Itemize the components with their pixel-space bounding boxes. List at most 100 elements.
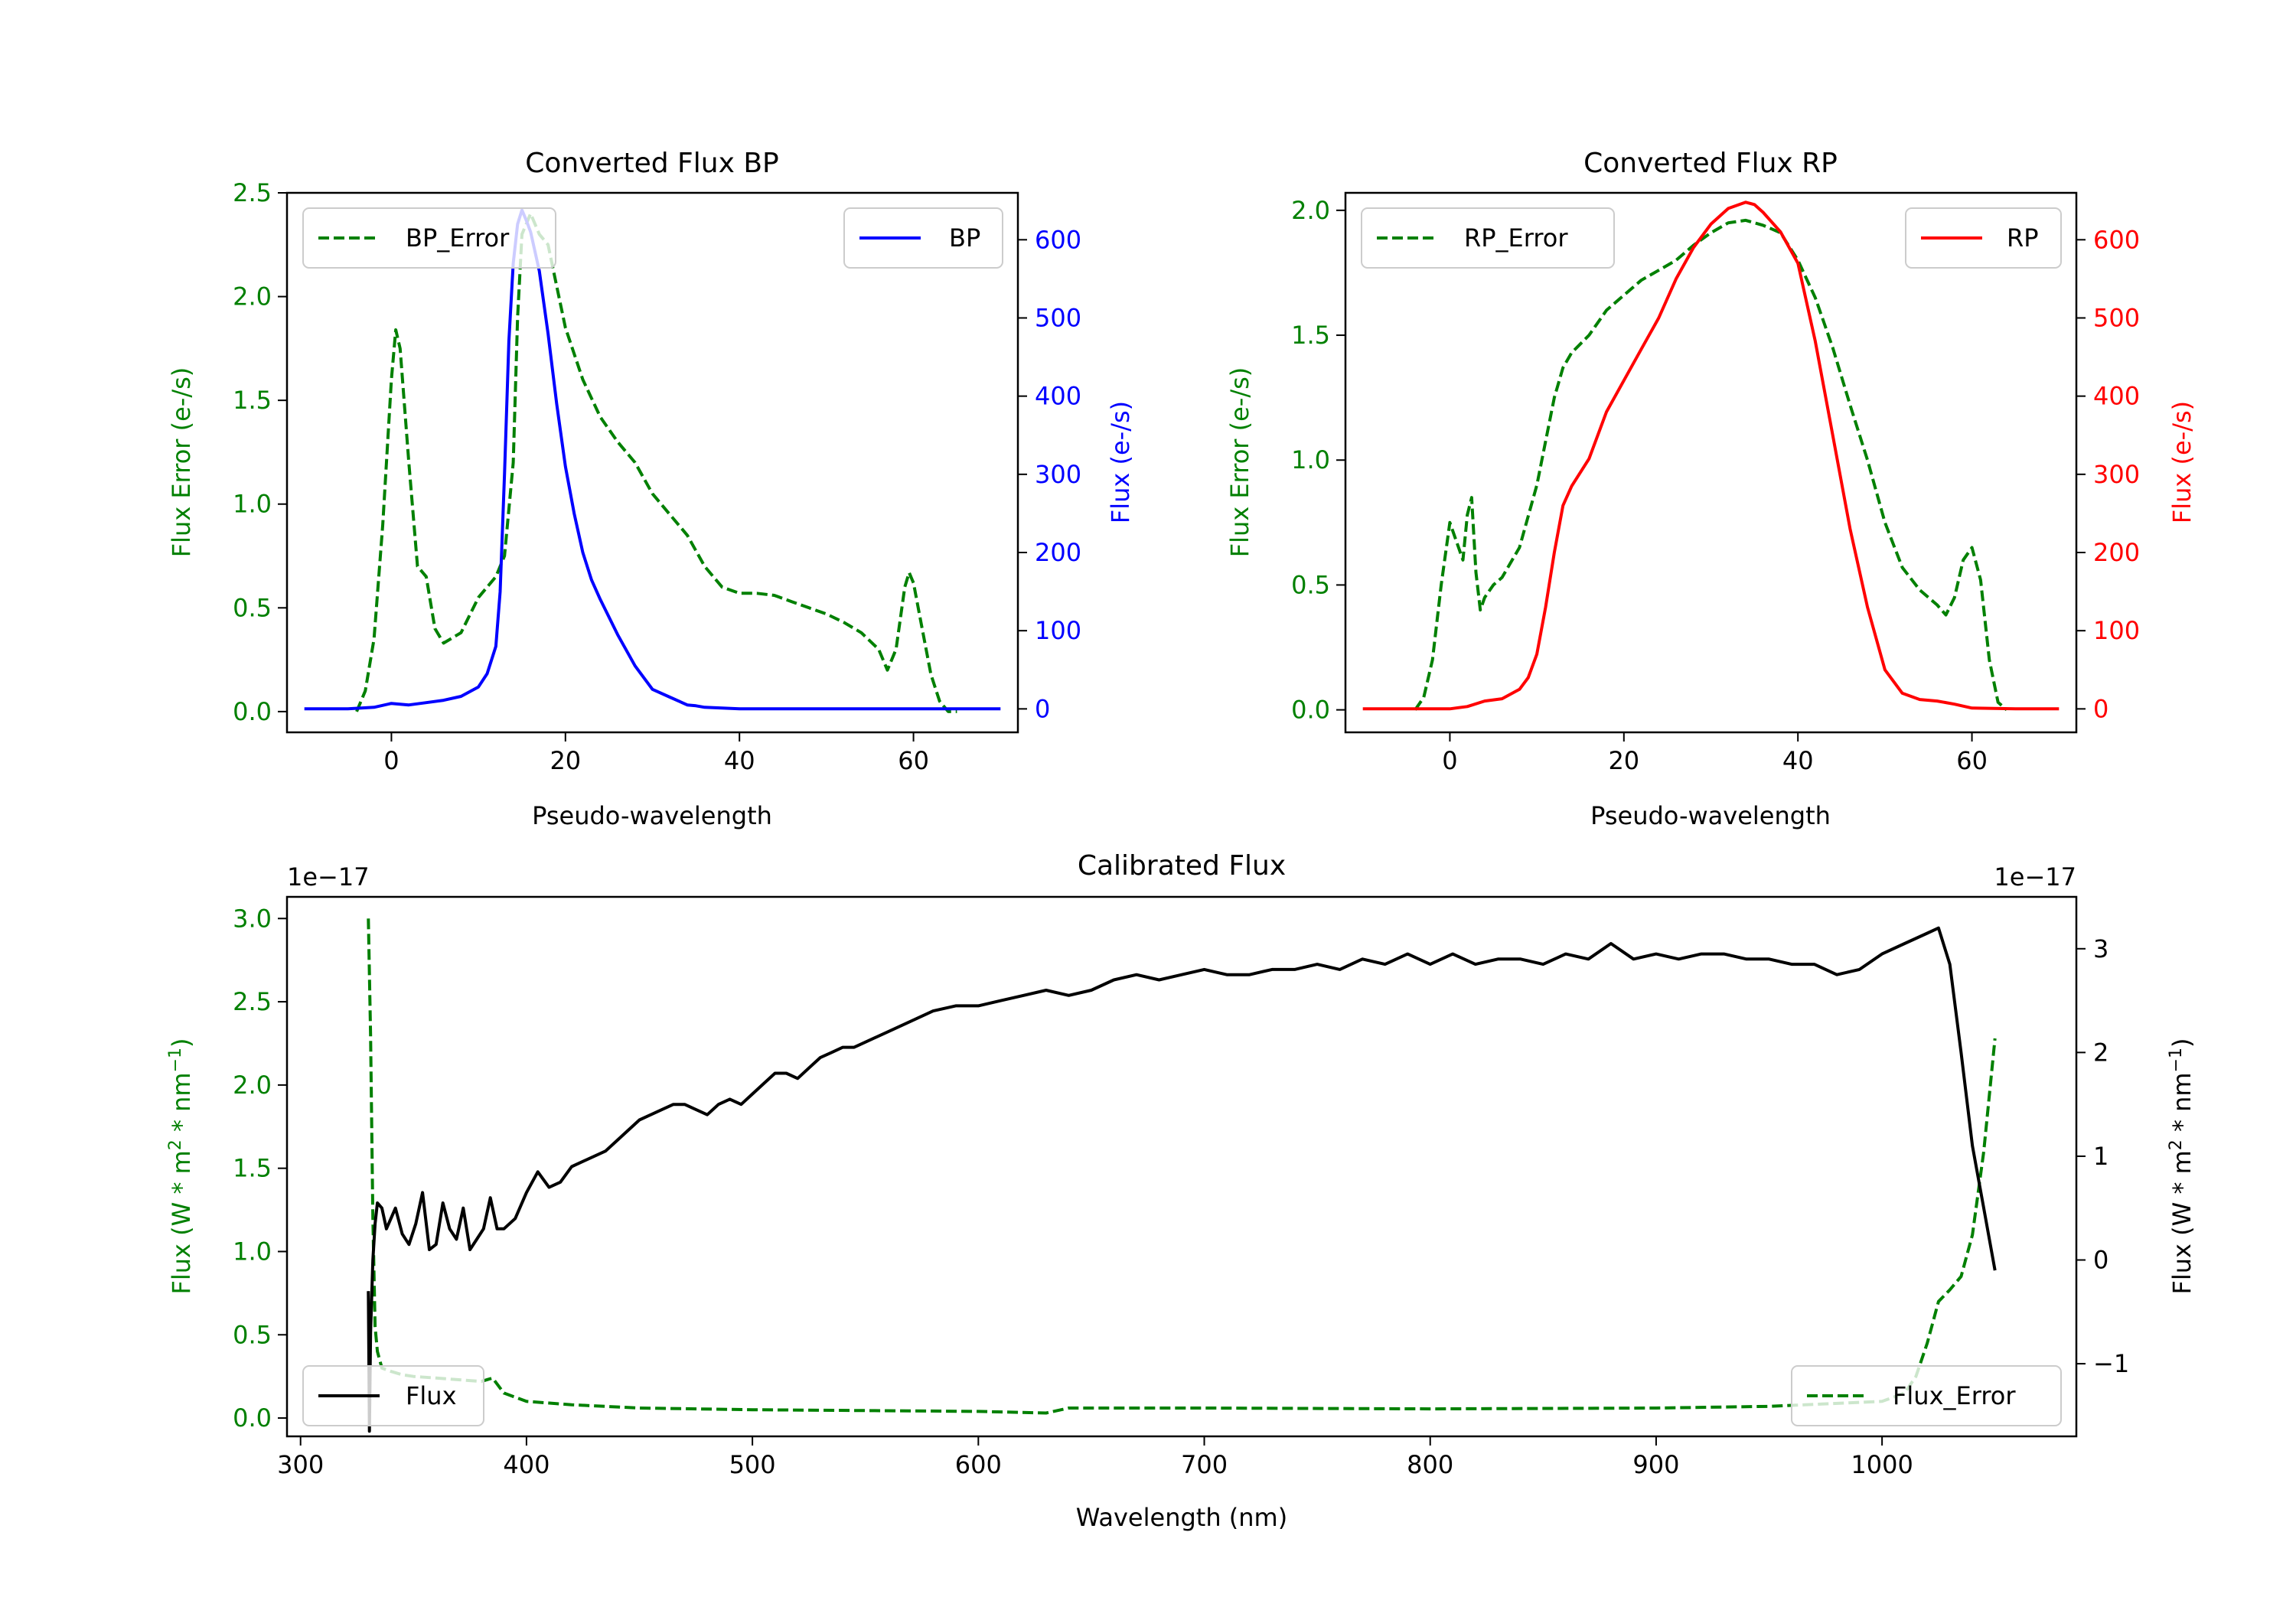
- left-y-tick-label: 1.5: [1291, 321, 1330, 350]
- calibrated-left-y-ticks: 0.0 0.5 1.0 1.5 2.0 2.5 3.0: [233, 904, 287, 1433]
- x-tick-label: 300: [277, 1450, 324, 1479]
- calibrated-right-y-axis-label: Flux (W * m2 * nm−1): [2167, 1038, 2197, 1294]
- left-y-tick-label: 0.0: [233, 1403, 272, 1433]
- x-tick-label: 60: [898, 746, 929, 775]
- x-tick-label: 700: [1181, 1450, 1228, 1479]
- right-y-tick-label: 300: [2093, 460, 2140, 489]
- right-y-tick-label: 0: [2093, 694, 2108, 723]
- series-line-rp: [1362, 200, 2060, 711]
- x-tick-label: 0: [383, 746, 399, 775]
- left-y-tick-label: 0.0: [233, 697, 272, 726]
- calibrated-x-axis-label: Wavelength (nm): [1076, 1503, 1287, 1532]
- rp-series-lines: [1362, 200, 2060, 712]
- right-y-tick-label: 400: [2093, 382, 2140, 411]
- rp-legend-label: RP: [2007, 223, 2039, 253]
- x-tick-label: 40: [1782, 746, 1814, 775]
- flux-legend-label: Flux: [406, 1381, 457, 1410]
- bp-x-ticks: 0 20 40 60: [383, 732, 929, 775]
- left-y-tick-label: 2.0: [233, 1071, 272, 1100]
- left-y-tick-label: 1.0: [233, 490, 272, 519]
- x-tick-label: 900: [1632, 1450, 1679, 1479]
- calibrated-right-offset-text: 1e−17: [1994, 862, 2076, 892]
- x-tick-label: 500: [729, 1450, 776, 1479]
- right-y-tick-label: 200: [2093, 538, 2140, 567]
- left-y-tick-label: 2.5: [233, 178, 272, 207]
- series-line-flux-error: [367, 918, 1997, 1415]
- series-line-bp: [304, 208, 1001, 711]
- series-line-rp-error: [1414, 218, 2008, 712]
- calibrated-left-offset-text: 1e−17: [287, 862, 370, 892]
- right-y-tick-label: 500: [1035, 303, 1081, 332]
- flux-error-legend: Flux_Error: [1791, 1365, 2062, 1426]
- left-y-tick-label: 0.5: [233, 593, 272, 622]
- x-tick-label: 600: [955, 1450, 1002, 1479]
- right-y-tick-label: 500: [2093, 303, 2140, 332]
- left-y-tick-label: 2.0: [233, 282, 272, 311]
- bp-right-y-axis-label: Flux (e-/s): [1106, 401, 1135, 523]
- right-y-tick-label: 0: [1035, 694, 1050, 723]
- bp-panel: Converted Flux BP 0 20 40 60 0.0 0.5 1.0 1.5 2.…: [167, 148, 1135, 830]
- bp-x-axis-label: Pseudo-wavelength: [532, 801, 772, 830]
- flux-error-legend-label: Flux_Error: [1893, 1381, 2016, 1410]
- calibrated-series-lines: [367, 918, 1997, 1433]
- rp-plot-frame: [1344, 191, 2078, 734]
- right-y-tick-label: −1: [2093, 1349, 2129, 1378]
- rp-legend: RP: [1905, 207, 2062, 269]
- right-y-tick-label: 400: [1035, 382, 1081, 411]
- x-tick-label: 800: [1407, 1450, 1453, 1479]
- left-y-tick-label: 0.5: [233, 1320, 272, 1349]
- left-y-tick-label: 1.0: [233, 1237, 272, 1266]
- x-tick-label: 40: [724, 746, 755, 775]
- bp-legend-label: BP: [949, 223, 980, 253]
- bp-left-y-ticks: 0.0 0.5 1.0 1.5 2.0 2.5: [233, 178, 287, 726]
- right-y-tick-label: 600: [2093, 225, 2140, 254]
- bp-right-y-ticks: 0 100 200 300 400 500 600: [1018, 225, 1081, 723]
- x-tick-label: 0: [1442, 746, 1457, 775]
- right-y-tick-label: 200: [1035, 538, 1081, 567]
- left-y-tick-label: 1.5: [233, 1154, 272, 1183]
- bp-left-y-axis-label: Flux Error (e-/s): [167, 367, 196, 558]
- rp-panel: Converted Flux RP 0 20 40 60 0.0 0.5 1.0 1.5 2.…: [1225, 148, 2197, 830]
- left-y-tick-label: 0.5: [1291, 570, 1330, 599]
- left-y-tick-label: 3.0: [233, 904, 272, 933]
- right-y-tick-label: 300: [1035, 460, 1081, 489]
- calibrated-right-y-ticks: −1 0 1 2 3: [2076, 934, 2129, 1378]
- right-y-tick-label: 600: [1035, 225, 1081, 254]
- bp-chart-title: Converted Flux BP: [525, 148, 778, 179]
- flux-legend: Flux: [302, 1365, 484, 1426]
- x-tick-label: 20: [1608, 746, 1639, 775]
- right-y-tick-label: 100: [1035, 616, 1081, 645]
- right-y-tick-label: 100: [2093, 616, 2140, 645]
- calibrated-chart-title: Calibrated Flux: [1078, 850, 1286, 882]
- calibrated-left-y-axis-label: Flux (W * m2 * nm−1): [166, 1038, 196, 1294]
- bp-error-legend-label: BP_Error: [406, 223, 510, 253]
- series-line-flux: [367, 926, 1997, 1433]
- rp-x-axis-label: Pseudo-wavelength: [1590, 801, 1831, 830]
- rp-right-y-ticks: 0 100 200 300 400 500 600: [2076, 225, 2140, 723]
- calibrated-plot-frame: [285, 895, 2078, 1438]
- bp-error-legend: BP_Error: [302, 207, 556, 269]
- series-line-bp-error: [355, 212, 957, 713]
- left-y-tick-label: 1.5: [233, 386, 272, 415]
- x-tick-label: 1000: [1851, 1450, 1913, 1479]
- rp-right-y-axis-label: Flux (e-/s): [2167, 401, 2197, 523]
- right-y-tick-label: 0: [2093, 1246, 2108, 1275]
- right-y-tick-label: 2: [2093, 1038, 2108, 1067]
- left-y-tick-label: 1.0: [1291, 445, 1330, 474]
- bp-plot-frame: [285, 191, 1019, 734]
- rp-error-legend-label: RP_Error: [1464, 223, 1568, 253]
- left-y-tick-label: 2.0: [1291, 196, 1330, 225]
- x-tick-label: 60: [1956, 746, 1988, 775]
- rp-chart-title: Converted Flux RP: [1583, 148, 1838, 179]
- left-y-tick-label: 0.0: [1291, 696, 1330, 725]
- right-y-tick-label: 1: [2093, 1142, 2108, 1171]
- right-y-tick-label: 3: [2093, 934, 2108, 963]
- calibrated-panel: Calibrated Flux 1e−17 1e−17 300 400 500 600…: [166, 850, 2197, 1532]
- rp-left-y-ticks: 0.0 0.5 1.0 1.5 2.0: [1291, 196, 1345, 725]
- rp-left-y-axis-label: Flux Error (e-/s): [1225, 367, 1254, 558]
- calibrated-x-ticks: 300 400 500 600 700 800 900 1000: [277, 1436, 1913, 1479]
- bp-series-lines: [304, 208, 1001, 713]
- rp-x-ticks: 0 20 40 60: [1442, 732, 1988, 775]
- rp-error-legend: RP_Error: [1361, 207, 1615, 269]
